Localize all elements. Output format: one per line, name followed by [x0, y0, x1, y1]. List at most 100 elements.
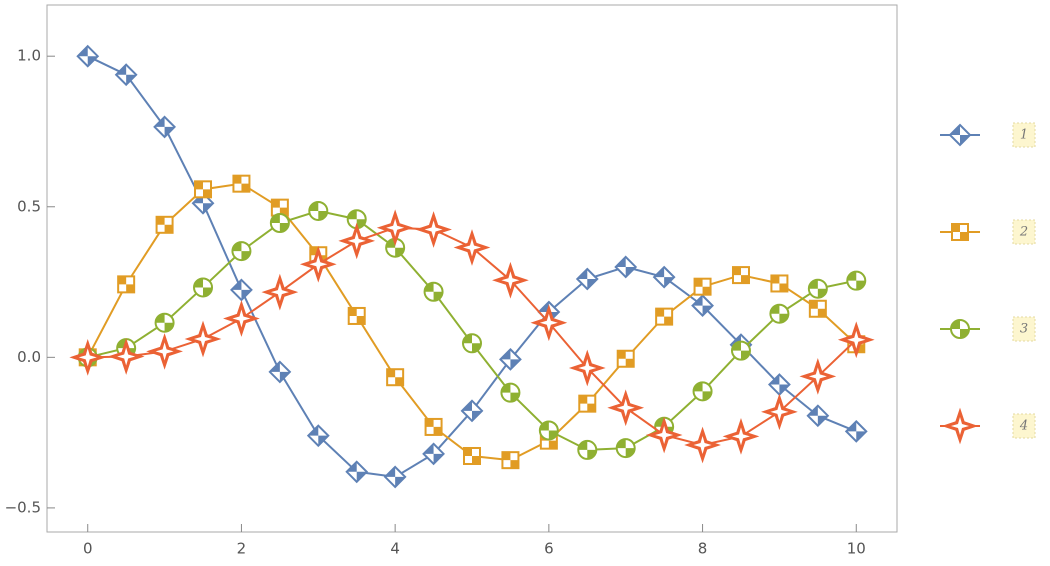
marker-fill: [807, 405, 828, 426]
data-point: [568, 349, 606, 387]
legend-marker: [941, 407, 979, 445]
data-point: [383, 465, 407, 489]
data-point: [270, 198, 289, 217]
data-point: [117, 275, 136, 294]
marker-fill: [656, 308, 673, 325]
legend-label: 4: [1019, 419, 1028, 434]
data-point: [693, 277, 712, 296]
marker-fill: [617, 350, 634, 367]
marker-fill: [771, 275, 788, 292]
data-point: [230, 278, 253, 302]
data-point: [76, 44, 100, 68]
marker-fill: [578, 440, 597, 459]
legend-label: 3: [1020, 322, 1028, 337]
marker-fill: [846, 421, 867, 442]
data-point: [345, 460, 369, 484]
marker-fill: [693, 382, 712, 401]
data-point: [463, 446, 481, 465]
data-point: [107, 338, 145, 375]
marker-fill: [195, 181, 212, 198]
marker-fill: [462, 400, 482, 421]
legend-item: 3: [940, 316, 1036, 342]
legend-marker: [950, 319, 970, 339]
legend-marker: [948, 123, 972, 147]
data-point: [770, 274, 789, 293]
marker-fill: [578, 358, 597, 377]
marker-fill: [118, 276, 135, 293]
marker-fill: [731, 427, 750, 446]
data-point: [692, 381, 713, 402]
legend-item: 2: [940, 219, 1036, 245]
marker-fill: [386, 238, 405, 257]
data-point: [153, 115, 177, 139]
data-point: [453, 229, 491, 266]
marker-fill: [770, 304, 789, 323]
data-point: [684, 426, 721, 464]
marker-fill: [579, 395, 596, 412]
data-point: [424, 417, 443, 436]
marker-fill: [194, 329, 213, 348]
y-tick-label: 1.0: [17, 47, 41, 65]
data-point: [155, 215, 174, 234]
marker-fill: [809, 300, 826, 317]
data-point: [154, 312, 175, 333]
data-point: [385, 237, 406, 258]
marker-fill: [270, 283, 289, 302]
marker-fill: [387, 369, 404, 386]
data-point: [769, 303, 790, 324]
data-point: [499, 347, 522, 371]
marker-fill: [156, 216, 173, 233]
data-point: [500, 382, 521, 403]
data-point: [69, 338, 107, 376]
data-point: [114, 63, 138, 87]
marker-fill: [309, 201, 328, 220]
data-point: [386, 368, 405, 387]
data-point: [232, 174, 251, 193]
marker-fill: [693, 435, 712, 454]
data-point: [731, 266, 750, 285]
marker-fill: [77, 46, 98, 67]
marker-fill: [769, 374, 790, 395]
marker-fill: [731, 341, 750, 360]
marker-fill: [78, 348, 97, 367]
marker-fill: [538, 301, 559, 322]
data-point: [578, 394, 597, 413]
marker-fill: [847, 330, 866, 349]
data-point: [269, 212, 290, 233]
marker-fill: [501, 383, 520, 402]
marker-fill: [808, 279, 827, 298]
marker-fill: [577, 269, 598, 290]
data-point: [607, 389, 645, 427]
marker-fill: [502, 452, 519, 469]
data-point: [645, 416, 683, 454]
marker-fill: [950, 125, 970, 145]
data-point: [261, 273, 299, 311]
data-point: [577, 439, 598, 460]
marker-fill: [732, 267, 749, 284]
data-point: [223, 300, 260, 337]
x-tick-label: 0: [83, 540, 93, 558]
marker-fill: [501, 271, 520, 290]
marker-fill: [232, 309, 251, 328]
marker-fill: [425, 418, 442, 435]
marker-fill: [694, 278, 711, 295]
x-tick-label: 10: [847, 540, 866, 558]
data-point: [575, 267, 599, 291]
marker-fill: [347, 231, 366, 250]
data-point: [530, 304, 568, 342]
legend-label: 1: [1020, 128, 1028, 143]
y-tick-label: −0.5: [5, 498, 41, 516]
x-tick-label: 2: [237, 540, 247, 558]
data-point: [347, 306, 366, 325]
marker-fill: [463, 238, 481, 257]
marker-fill: [233, 175, 250, 192]
marker-fill: [309, 255, 328, 274]
legend-marker: [951, 223, 969, 241]
data-point: [376, 209, 414, 247]
x-tick-label: 6: [544, 540, 554, 558]
data-point: [844, 419, 868, 443]
marker-fill: [116, 64, 137, 85]
data-point: [722, 418, 760, 455]
marker-fill: [463, 334, 481, 353]
